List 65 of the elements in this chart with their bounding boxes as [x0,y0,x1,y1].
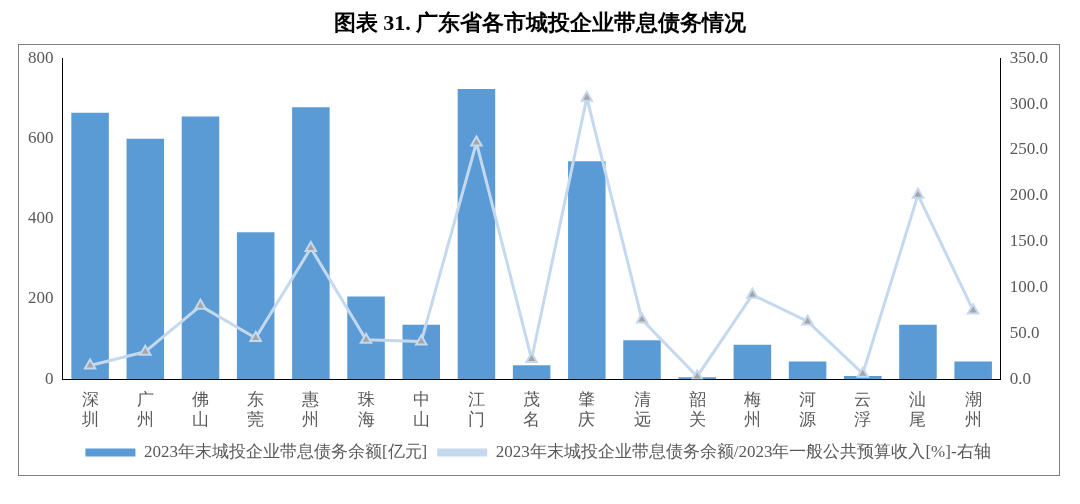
x-tick-label: 汕尾 [909,389,927,430]
y2-tick-label: 300.0 [1009,93,1048,113]
bar [623,340,661,380]
point [856,366,869,378]
point [470,135,483,147]
point [83,358,97,370]
x-tick-label: 珠海 [357,389,375,430]
point [746,287,759,299]
point [966,303,980,315]
y2-tick-label: 100.0 [1009,276,1048,296]
x-tick-label: 广州 [136,389,154,430]
legend-label: 2023年末城投企业带息债务余额[亿元] [143,441,428,461]
point [194,298,207,310]
point [580,90,594,102]
x-tick-label: 清远 [633,389,651,430]
bar [347,296,385,380]
bar [71,112,109,380]
y2-tick-label: 50.0 [1009,322,1040,342]
x-tick-label: 佛山 [191,389,209,430]
x-tick-label: 茂名 [523,389,541,430]
bar [899,324,937,380]
x-tick-label: 潮州 [964,389,982,430]
legend-label: 2023年末城投企业带息债务余额/2023年一般公共预算收入[%]-右轴 [495,441,991,461]
x-tick-label: 肇庆 [578,389,596,430]
y2-tick-label: 350.0 [1009,47,1048,67]
x-tick-label: 江门 [467,389,485,430]
y-tick-label: 200 [28,288,54,308]
bar [457,89,496,380]
x-tick-label: 惠州 [301,389,320,430]
point [635,312,649,324]
bar [236,232,275,380]
y-tick-label: 800 [28,47,54,67]
point [139,344,152,356]
bar [512,365,551,380]
y2-tick-label: 0.0 [1009,368,1031,388]
x-tick-label: 梅州 [742,389,761,430]
bar [568,161,606,380]
bar [788,361,827,380]
y-tick-label: 400 [28,208,54,228]
point [249,330,262,342]
point [525,352,538,364]
bar [954,361,992,380]
point [911,187,925,199]
bar [126,138,165,380]
x-tick-label: 中山 [412,389,430,430]
bar [733,344,772,380]
x-tick-label: 韶关 [688,389,706,430]
point [359,332,373,344]
chart-title: 图表 31. 广东省各市城投企业带息债务情况 [332,9,748,37]
bar [292,107,330,380]
y2-tick-label: 250.0 [1009,139,1048,159]
bar [402,324,441,380]
point [691,369,704,380]
x-tick-label: 河源 [799,389,817,430]
x-tick-label: 深圳 [80,389,99,430]
point [304,241,318,253]
y-tick-label: 600 [28,127,54,147]
point [801,314,814,326]
x-tick-label: 云浮 [854,389,872,430]
bar [181,116,220,380]
point [415,334,428,346]
y2-tick-label: 200.0 [1009,185,1048,205]
y-tick-label: 0 [45,368,54,388]
y2-tick-label: 150.0 [1009,231,1048,251]
x-tick-label: 东莞 [247,389,265,430]
